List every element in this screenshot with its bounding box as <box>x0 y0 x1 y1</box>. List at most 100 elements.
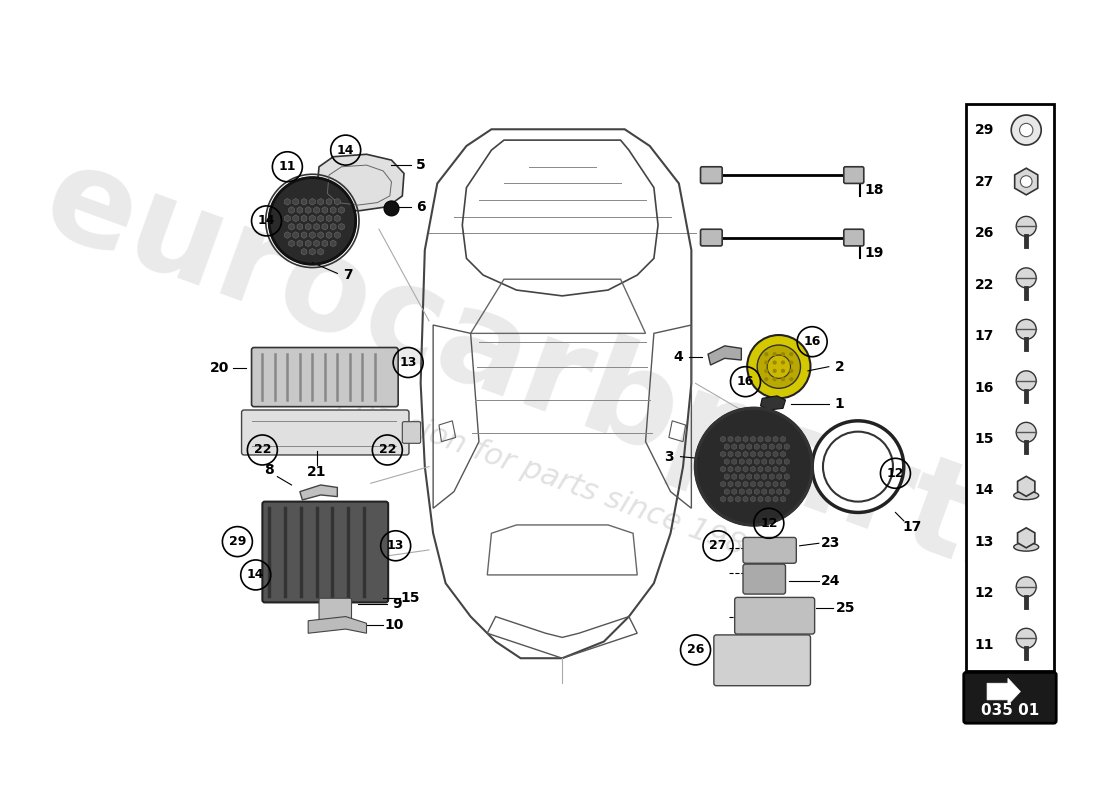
Polygon shape <box>773 482 778 487</box>
Polygon shape <box>761 489 767 494</box>
Text: 15: 15 <box>400 591 419 606</box>
Circle shape <box>789 369 793 373</box>
Polygon shape <box>306 223 311 230</box>
FancyBboxPatch shape <box>263 502 388 602</box>
Polygon shape <box>728 482 733 487</box>
Polygon shape <box>766 451 770 457</box>
FancyBboxPatch shape <box>735 598 815 634</box>
Polygon shape <box>747 458 751 465</box>
Text: 14: 14 <box>975 483 994 498</box>
Circle shape <box>772 361 777 365</box>
Text: 13: 13 <box>387 539 405 552</box>
Polygon shape <box>309 232 316 238</box>
FancyBboxPatch shape <box>403 422 420 443</box>
FancyBboxPatch shape <box>242 410 409 455</box>
Polygon shape <box>724 474 729 479</box>
Text: 18: 18 <box>865 183 884 197</box>
Polygon shape <box>301 198 307 205</box>
Polygon shape <box>736 436 740 442</box>
Polygon shape <box>750 482 756 487</box>
Polygon shape <box>739 458 745 465</box>
Text: 2: 2 <box>835 360 845 374</box>
Polygon shape <box>330 240 337 246</box>
Polygon shape <box>318 215 323 222</box>
Circle shape <box>1021 176 1032 187</box>
Polygon shape <box>773 436 778 442</box>
Polygon shape <box>755 489 759 494</box>
Text: 11: 11 <box>975 638 994 652</box>
Circle shape <box>781 369 785 373</box>
Polygon shape <box>309 248 316 255</box>
Text: 29: 29 <box>975 123 994 137</box>
Polygon shape <box>747 444 751 450</box>
Polygon shape <box>309 198 316 205</box>
Polygon shape <box>750 436 756 442</box>
Circle shape <box>764 361 769 365</box>
Polygon shape <box>288 206 295 214</box>
Polygon shape <box>750 466 756 472</box>
Polygon shape <box>773 466 778 472</box>
Circle shape <box>1016 216 1036 236</box>
Circle shape <box>747 335 811 398</box>
Polygon shape <box>760 396 785 410</box>
Polygon shape <box>777 458 782 465</box>
Polygon shape <box>720 451 726 457</box>
Polygon shape <box>322 240 328 246</box>
Polygon shape <box>758 482 763 487</box>
Polygon shape <box>728 496 733 502</box>
Polygon shape <box>317 154 404 211</box>
Polygon shape <box>773 451 778 457</box>
FancyBboxPatch shape <box>964 672 1056 723</box>
Polygon shape <box>334 215 340 222</box>
Polygon shape <box>750 451 756 457</box>
Polygon shape <box>761 474 767 479</box>
Text: 5: 5 <box>416 158 426 172</box>
Text: 27: 27 <box>710 539 727 552</box>
Polygon shape <box>773 496 778 502</box>
Circle shape <box>384 201 399 216</box>
Polygon shape <box>766 466 770 472</box>
Text: 16: 16 <box>975 381 994 394</box>
Polygon shape <box>334 232 340 238</box>
Circle shape <box>772 369 777 373</box>
Polygon shape <box>1018 476 1035 496</box>
Text: 21: 21 <box>307 466 327 479</box>
Polygon shape <box>739 489 745 494</box>
Text: 27: 27 <box>975 174 994 189</box>
Polygon shape <box>755 458 759 465</box>
Polygon shape <box>781 466 785 472</box>
Text: 22: 22 <box>254 443 271 457</box>
Ellipse shape <box>1014 543 1038 551</box>
Circle shape <box>757 345 801 388</box>
Polygon shape <box>742 496 748 502</box>
Ellipse shape <box>1014 491 1038 500</box>
FancyBboxPatch shape <box>701 166 723 183</box>
Polygon shape <box>758 451 763 457</box>
FancyBboxPatch shape <box>844 230 864 246</box>
Polygon shape <box>330 223 337 230</box>
Text: 12: 12 <box>975 586 994 601</box>
Polygon shape <box>747 474 751 479</box>
Polygon shape <box>781 482 785 487</box>
Polygon shape <box>318 232 323 238</box>
FancyBboxPatch shape <box>966 104 1054 670</box>
Polygon shape <box>720 482 726 487</box>
Text: a passion for parts since 1985: a passion for parts since 1985 <box>324 382 767 567</box>
Circle shape <box>772 377 777 382</box>
Text: 6: 6 <box>416 200 426 214</box>
Polygon shape <box>761 458 767 465</box>
Polygon shape <box>777 474 782 479</box>
Polygon shape <box>288 223 295 230</box>
Polygon shape <box>736 466 740 472</box>
Polygon shape <box>724 489 729 494</box>
Polygon shape <box>781 436 785 442</box>
Text: 22: 22 <box>378 443 396 457</box>
Text: 22: 22 <box>975 278 994 291</box>
Polygon shape <box>769 474 774 479</box>
Polygon shape <box>285 232 290 238</box>
Text: 16: 16 <box>737 375 755 388</box>
Text: 14: 14 <box>257 214 275 227</box>
Circle shape <box>812 421 904 513</box>
Circle shape <box>1016 422 1036 442</box>
Polygon shape <box>742 466 748 472</box>
